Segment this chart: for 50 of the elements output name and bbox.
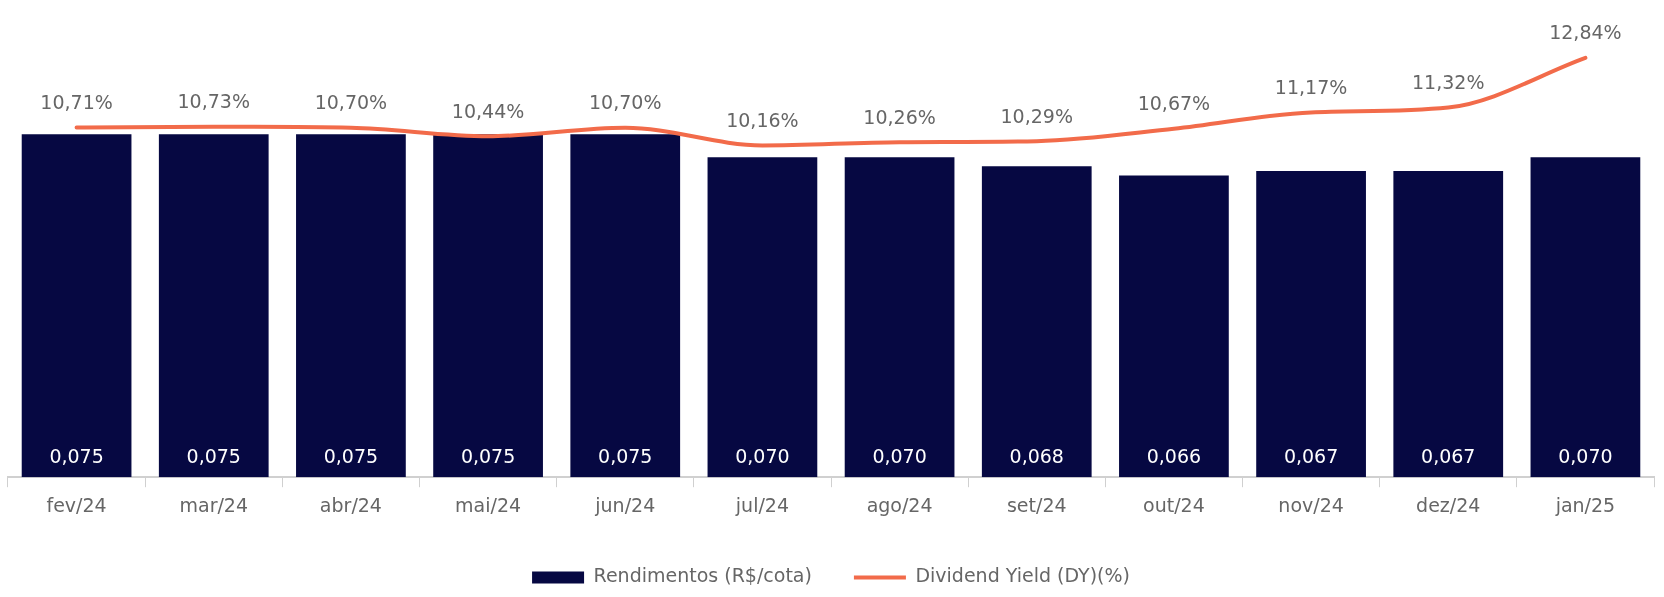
data-label: 0,066 [1146,444,1202,467]
x-tick-label: mar/24 [179,493,249,516]
legend-label: Dividend Yield (DY)(%) [915,564,1130,587]
bar [158,134,269,478]
x-tick-label: jul/24 [734,493,790,516]
bar [844,157,955,478]
legend-label: Rendimentos (R$/cota) [593,564,812,587]
data-label: 10,70% [314,91,388,114]
data-label: 0,075 [598,444,653,467]
bar [1530,157,1641,478]
bar [981,166,1092,478]
data-label: 11,32% [1412,70,1485,93]
data-label: 10,16% [726,108,799,131]
data-label: 0,075 [323,444,379,467]
x-tick-label: out/24 [1143,493,1205,516]
data-label: 10,70% [589,91,662,114]
data-label: 11,17% [1274,75,1348,98]
bar [1256,170,1366,478]
data-label: 12,84% [1549,21,1622,44]
x-tick-label: jan/25 [1554,493,1616,516]
bar [21,134,132,478]
bar [707,157,818,478]
x-tick-label: fev/24 [46,493,107,516]
x-tick-label: nov/24 [1278,493,1344,516]
bar [433,134,543,478]
x-tick-label: jun/24 [594,493,656,516]
data-label: 0,075 [49,444,104,467]
bar [570,134,681,478]
data-label: 0,067 [1421,444,1476,467]
data-label: 0,070 [872,444,927,467]
x-tick-label: ago/24 [866,493,933,516]
x-tick-label: dez/24 [1416,493,1481,516]
data-label: 10,44% [451,99,525,122]
x-tick-label: abr/24 [319,493,382,516]
bar [296,134,406,478]
data-label: 10,26% [863,105,936,128]
bar [1119,175,1229,478]
data-label: 0,068 [1009,444,1064,467]
data-label: 0,075 [460,444,516,467]
data-label: 10,29% [1000,104,1073,127]
data-label: 10,67% [1137,92,1211,115]
data-label: 0,067 [1283,444,1339,467]
data-label: 0,075 [186,444,241,467]
data-label: 0,070 [1558,444,1613,467]
data-label: 0,070 [735,444,790,467]
x-tick-label: set/24 [1006,493,1067,516]
bar [1393,170,1504,478]
x-tick-label: mai/24 [455,493,522,516]
data-label: 10,73% [177,90,250,113]
data-label: 10,71% [40,90,113,113]
